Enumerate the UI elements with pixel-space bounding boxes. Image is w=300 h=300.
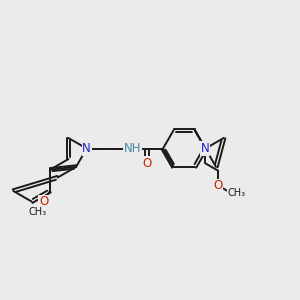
Text: NH: NH (124, 142, 141, 155)
Text: O: O (39, 195, 48, 208)
Text: CH₃: CH₃ (29, 207, 47, 217)
Text: O: O (214, 179, 223, 192)
Text: N: N (201, 142, 210, 155)
Text: O: O (142, 157, 152, 170)
Text: N: N (82, 142, 91, 155)
Text: CH₃: CH₃ (227, 188, 245, 198)
